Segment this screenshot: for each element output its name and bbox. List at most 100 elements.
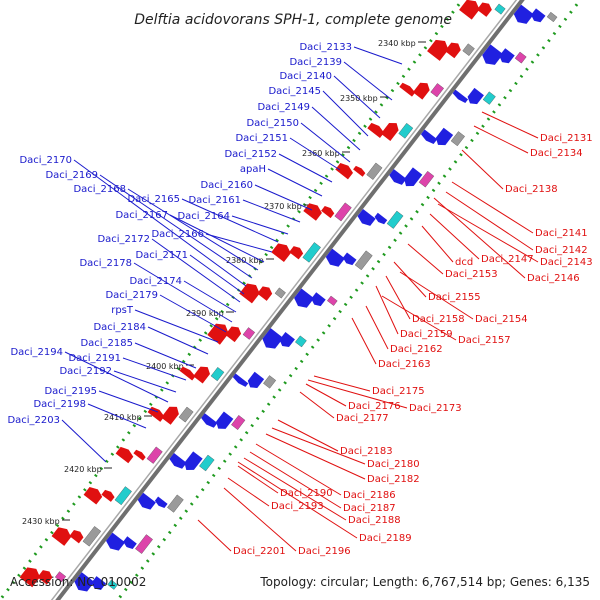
gene-label-left[interactable]: Daci_2170 — [19, 155, 72, 166]
right-leader-line — [227, 477, 270, 507]
gene-label-left[interactable]: apaH — [240, 164, 266, 175]
kbp-tick-label: 2360 kbp — [302, 149, 340, 158]
gene-feature — [74, 572, 95, 592]
gene-label-right[interactable]: Daci_2142 — [535, 245, 588, 256]
gene-feature — [386, 210, 404, 229]
right-leader-line — [429, 213, 480, 260]
left-leader-line — [113, 370, 177, 393]
gene-feature — [147, 406, 165, 422]
gene-label-right[interactable]: Daci_2196 — [298, 546, 351, 557]
gene-label-left[interactable]: Daci_2179 — [105, 290, 158, 301]
gene-label-right[interactable]: Daci_2146 — [527, 273, 580, 284]
gene-label-left[interactable]: Daci_2167 — [115, 210, 168, 221]
gene-feature — [115, 446, 134, 464]
gene-label-left[interactable]: Daci_2164 — [177, 211, 230, 222]
gene-label-right[interactable]: Daci_2158 — [412, 314, 465, 325]
gene-label-right[interactable]: Daci_2173 — [409, 403, 462, 414]
gene-feature — [476, 2, 492, 17]
gene-label-left[interactable]: Daci_2160 — [200, 180, 253, 191]
gene-label-left[interactable]: Daci_2149 — [257, 102, 310, 113]
left-leader-line — [189, 254, 245, 295]
gene-label-right[interactable]: Daci_2189 — [359, 533, 412, 544]
gene-feature — [232, 373, 249, 387]
gene-label-right[interactable]: Daci_2188 — [348, 515, 401, 526]
left-leader-line — [87, 403, 147, 429]
gene-label-left[interactable]: Daci_2165 — [127, 194, 180, 205]
gene-feature — [184, 451, 203, 471]
gene-label-left[interactable]: Daci_2133 — [299, 42, 352, 53]
gene-label-left[interactable]: Daci_2185 — [80, 338, 133, 349]
gene-feature — [494, 3, 506, 15]
gene-label-right[interactable]: Daci_2159 — [400, 329, 453, 340]
left-leader-line — [99, 174, 253, 279]
gene-feature — [444, 42, 461, 59]
gene-feature — [146, 446, 163, 464]
gene-label-left[interactable]: rpsT — [111, 305, 134, 316]
gene-label-right[interactable]: Daci_2186 — [343, 490, 396, 501]
gene-feature — [427, 39, 449, 61]
gene-label-right[interactable]: Daci_2193 — [271, 501, 324, 512]
gene-label-left[interactable]: Daci_2152 — [224, 149, 277, 160]
gene-label-left[interactable]: Daci_2194 — [10, 347, 63, 358]
right-leader-line — [305, 383, 347, 407]
gene-label-right[interactable]: Daci_2163 — [378, 359, 431, 370]
gene-label-left[interactable]: Daci_2174 — [129, 276, 182, 287]
gene-feature — [450, 131, 465, 147]
left-leader-line — [267, 168, 323, 197]
gene-label-left[interactable]: Daci_2151 — [235, 133, 288, 144]
gene-label-right[interactable]: Daci_2143 — [540, 257, 593, 268]
gene-label-left[interactable]: Daci_2145 — [268, 86, 321, 97]
gene-feature — [161, 406, 179, 425]
gene-label-right[interactable]: Daci_2134 — [530, 148, 583, 159]
right-leader-line — [445, 191, 534, 251]
gene-label-left[interactable]: Daci_2150 — [246, 118, 299, 129]
gene-label-right[interactable]: Daci_2131 — [540, 133, 593, 144]
gene-feature — [123, 536, 137, 549]
gene-label-left[interactable]: Daci_2140 — [279, 71, 332, 82]
gene-label-right[interactable]: Daci_2177 — [336, 413, 389, 424]
gene-label-right[interactable]: Daci_2153 — [445, 269, 498, 280]
gene-label-left[interactable]: Daci_2198 — [33, 399, 86, 410]
gene-label-right[interactable]: Daci_2154 — [475, 314, 528, 325]
gene-label-left[interactable]: Daci_2161 — [188, 195, 241, 206]
gene-label-right[interactable]: Daci_2190 — [280, 488, 333, 499]
gene-label-right[interactable]: Daci_2182 — [367, 474, 420, 485]
gene-feature — [201, 413, 218, 428]
gene-feature — [514, 51, 527, 64]
kbp-tick-label: 2390 kbp — [186, 309, 224, 318]
gene-label-left[interactable]: Daci_2192 — [59, 366, 112, 377]
gene-label-left[interactable]: Daci_2195 — [44, 386, 97, 397]
gene-label-right[interactable]: Daci_2147 — [481, 254, 534, 265]
gene-label-right[interactable]: Daci_2157 — [458, 335, 511, 346]
gene-feature — [334, 202, 352, 222]
gene-label-right[interactable]: Daci_2201 — [233, 546, 286, 557]
gene-label-left[interactable]: Daci_2166 — [151, 229, 204, 240]
gene-label-right[interactable]: dcd — [455, 257, 473, 268]
gene-label-right[interactable]: Daci_2155 — [428, 292, 481, 303]
gene-label-left[interactable]: Daci_2203 — [7, 415, 60, 426]
gene-feature — [467, 87, 484, 105]
right-leader-line — [299, 391, 335, 419]
gene-feature — [459, 0, 480, 20]
gene-label-right[interactable]: Daci_2162 — [390, 344, 443, 355]
left-leader-line — [169, 214, 265, 263]
gene-label-left[interactable]: Daci_2169 — [45, 170, 98, 181]
gene-label-right[interactable]: Daci_2141 — [535, 228, 588, 239]
gene-label-left[interactable]: Daci_2171 — [135, 250, 188, 261]
gene-label-right[interactable]: Daci_2187 — [343, 503, 396, 514]
gene-label-right[interactable]: Daci_2183 — [340, 446, 393, 457]
gene-label-left[interactable]: Daci_2139 — [289, 57, 342, 68]
gene-label-left[interactable]: Daci_2191 — [68, 353, 121, 364]
gene-label-left[interactable]: Daci_2172 — [97, 234, 150, 245]
gene-label-right[interactable]: Daci_2175 — [372, 386, 425, 397]
gene-label-right[interactable]: Daci_2180 — [367, 459, 420, 470]
right-leader-line — [307, 379, 408, 409]
gene-feature — [263, 375, 277, 389]
gene-label-left[interactable]: Daci_2178 — [79, 258, 132, 269]
gene-label-right[interactable]: Daci_2138 — [505, 184, 558, 195]
gene-label-left[interactable]: Daci_2168 — [73, 184, 126, 195]
gene-label-left[interactable]: Daci_2184 — [93, 322, 146, 333]
kbp-tick-label: 2370 kbp — [264, 202, 302, 211]
left-leader-line — [322, 90, 369, 137]
gene-label-right[interactable]: Daci_2176 — [348, 401, 401, 412]
